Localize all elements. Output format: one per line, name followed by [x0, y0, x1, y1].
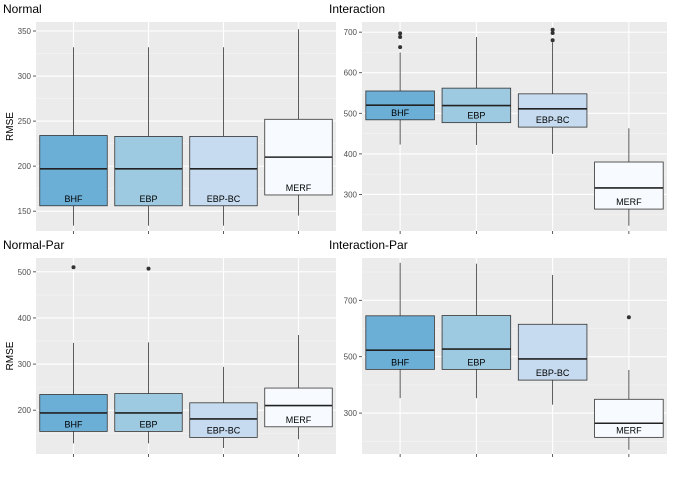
box-label: BHF	[65, 194, 84, 204]
box-label: EBP	[139, 194, 157, 204]
box-bhf: BHF	[365, 262, 435, 399]
box-ebp: EBP	[114, 266, 183, 444]
y-tick-label: 200	[18, 406, 32, 415]
y-tick-label: 350	[18, 27, 32, 36]
y-tick-label: 700	[344, 28, 358, 37]
y-tick-label: 500	[344, 353, 358, 362]
box-body	[264, 387, 333, 428]
box-merf: MERF	[264, 29, 333, 216]
box-body	[114, 136, 183, 207]
panel-title: Interaction-Par	[329, 238, 408, 252]
box-label: EBP	[467, 357, 485, 367]
box-label: BHF	[391, 357, 410, 367]
box-body	[594, 161, 664, 210]
y-tick-label: 300	[344, 409, 358, 418]
outlier-point	[550, 38, 555, 43]
box-label: EBP-BC	[207, 194, 241, 204]
outlier-point	[550, 27, 555, 32]
panel-title: Normal	[3, 2, 42, 16]
box-bhf: BHF	[39, 265, 108, 444]
outlier-point	[398, 45, 403, 50]
box-body	[189, 402, 258, 438]
y-tick-label: 300	[344, 190, 358, 199]
box-merf: MERF	[264, 335, 333, 440]
outlier-point	[71, 265, 76, 270]
box-bhf: BHF	[365, 31, 435, 145]
box-ebp-bc: EBP-BC	[517, 27, 588, 154]
box-label: BHF	[391, 108, 410, 118]
y-axis-label: RMSE	[5, 341, 16, 370]
panel-interaction: Interaction 300 400 500 600 700 BHF EBP EBP-BC ME…	[329, 2, 667, 234]
box-label: EBP-BC	[536, 368, 570, 378]
box-label: MERF	[286, 183, 312, 193]
y-tick-label: 500	[18, 268, 32, 277]
outlier-point	[146, 266, 151, 271]
box-merf: MERF	[594, 128, 664, 226]
box-label: MERF	[616, 197, 642, 207]
box-body	[517, 93, 588, 128]
box-ebp: EBP	[441, 37, 512, 145]
y-tick-label: 400	[18, 314, 32, 323]
panel-title: Interaction	[329, 2, 385, 16]
y-tick-label: 600	[344, 69, 358, 78]
box-bhf: BHF	[39, 47, 108, 226]
box-body	[594, 398, 664, 438]
box-body	[441, 315, 512, 370]
box-ebp-bc: EBP-BC	[517, 274, 588, 405]
y-tick-label: 300	[18, 360, 32, 369]
y-tick-label: 250	[18, 117, 32, 126]
box-label: EBP-BC	[207, 425, 241, 435]
box-body	[189, 136, 258, 207]
box-ebp-bc: EBP-BC	[189, 47, 258, 226]
panel-title: Normal-Par	[3, 238, 64, 252]
y-tick-label: 700	[344, 296, 358, 305]
box-body	[39, 135, 108, 207]
outlier-point	[626, 315, 631, 320]
box-label: MERF	[616, 425, 642, 435]
outlier-point	[550, 30, 555, 35]
box-body	[365, 315, 435, 370]
y-tick-label: 500	[344, 109, 358, 118]
panel-normal-par: Normal-Par 200 300 400 500 RMSE BHF EBP EBP-BC ME…	[3, 238, 336, 457]
panel-interaction-par: Interaction-Par 300 500 700 BHF EBP EBP-BC MERF	[329, 238, 667, 457]
y-tick-label: 150	[18, 207, 32, 216]
box-ebp-bc: EBP-BC	[189, 366, 258, 449]
panel-normal: Normal 150 200 250 300 350 RMSE BHF EBP EBP-BC MER…	[3, 2, 336, 234]
outlier-point	[398, 35, 403, 40]
box-label: EBP	[467, 111, 485, 121]
outlier-point	[398, 31, 403, 36]
y-tick-label: 300	[18, 72, 32, 81]
box-label: EBP	[139, 419, 157, 429]
box-label: BHF	[65, 419, 84, 429]
box-merf: MERF	[594, 315, 664, 450]
box-body	[517, 323, 588, 381]
box-ebp: EBP	[114, 47, 183, 226]
box-ebp: EBP	[441, 263, 512, 399]
y-tick-label: 200	[18, 162, 32, 171]
box-label: MERF	[286, 415, 312, 425]
y-axis-label: RMSE	[5, 112, 16, 141]
box-label: EBP-BC	[536, 115, 570, 125]
y-tick-label: 400	[344, 150, 358, 159]
